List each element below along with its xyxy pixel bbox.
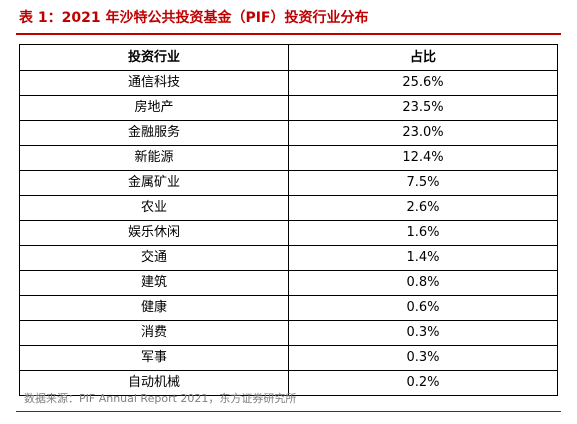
industry-distribution-table: 投资行业 占比 通信科技 25.6% 房地产 23.5% 金融服务 23.0% 新能源… xyxy=(19,44,558,396)
table-row: 农业 2.6% xyxy=(19,195,558,221)
share-cell: 25.6% xyxy=(288,70,558,96)
source-note: 数据来源：PIF Annual Report 2021，东方证券研究所 xyxy=(24,392,297,405)
table-row: 自动机械 0.2% xyxy=(19,370,558,396)
industry-cell: 农业 xyxy=(19,195,289,221)
industry-cell: 娱乐休闲 xyxy=(19,220,289,246)
industry-cell: 健康 xyxy=(19,295,289,321)
share-cell: 0.3% xyxy=(288,345,558,371)
industry-cell: 自动机械 xyxy=(19,370,289,396)
share-cell: 7.5% xyxy=(288,170,558,196)
industry-cell: 军事 xyxy=(19,345,289,371)
industry-cell: 金属矿业 xyxy=(19,170,289,196)
share-cell: 1.6% xyxy=(288,220,558,246)
table-title: 表 1：2021 年沙特公共投资基金（PIF）投资行业分布 xyxy=(19,10,369,26)
table-row: 建筑 0.8% xyxy=(19,270,558,296)
industry-cell: 新能源 xyxy=(19,145,289,171)
header-share: 占比 xyxy=(288,44,558,71)
table-row: 金融服务 23.0% xyxy=(19,120,558,146)
share-cell: 0.3% xyxy=(288,320,558,346)
table-header-row: 投资行业 占比 xyxy=(19,44,558,71)
industry-cell: 通信科技 xyxy=(19,70,289,96)
industry-cell: 金融服务 xyxy=(19,120,289,146)
table-row: 交通 1.4% xyxy=(19,245,558,271)
industry-cell: 交通 xyxy=(19,245,289,271)
table-row: 房地产 23.5% xyxy=(19,95,558,121)
share-cell: 1.4% xyxy=(288,245,558,271)
table-row: 健康 0.6% xyxy=(19,295,558,321)
share-cell: 0.2% xyxy=(288,370,558,396)
title-divider xyxy=(16,33,561,35)
table-row: 军事 0.3% xyxy=(19,345,558,371)
share-cell: 23.5% xyxy=(288,95,558,121)
industry-cell: 消费 xyxy=(19,320,289,346)
table-row: 通信科技 25.6% xyxy=(19,70,558,96)
table-row: 娱乐休闲 1.6% xyxy=(19,220,558,246)
industry-cell: 房地产 xyxy=(19,95,289,121)
share-cell: 0.6% xyxy=(288,295,558,321)
table-row: 消费 0.3% xyxy=(19,320,558,346)
industry-cell: 建筑 xyxy=(19,270,289,296)
bottom-divider xyxy=(16,411,561,412)
share-cell: 23.0% xyxy=(288,120,558,146)
share-cell: 12.4% xyxy=(288,145,558,171)
table-row: 金属矿业 7.5% xyxy=(19,170,558,196)
table-row: 新能源 12.4% xyxy=(19,145,558,171)
share-cell: 0.8% xyxy=(288,270,558,296)
share-cell: 2.6% xyxy=(288,195,558,221)
header-industry: 投资行业 xyxy=(19,44,289,71)
